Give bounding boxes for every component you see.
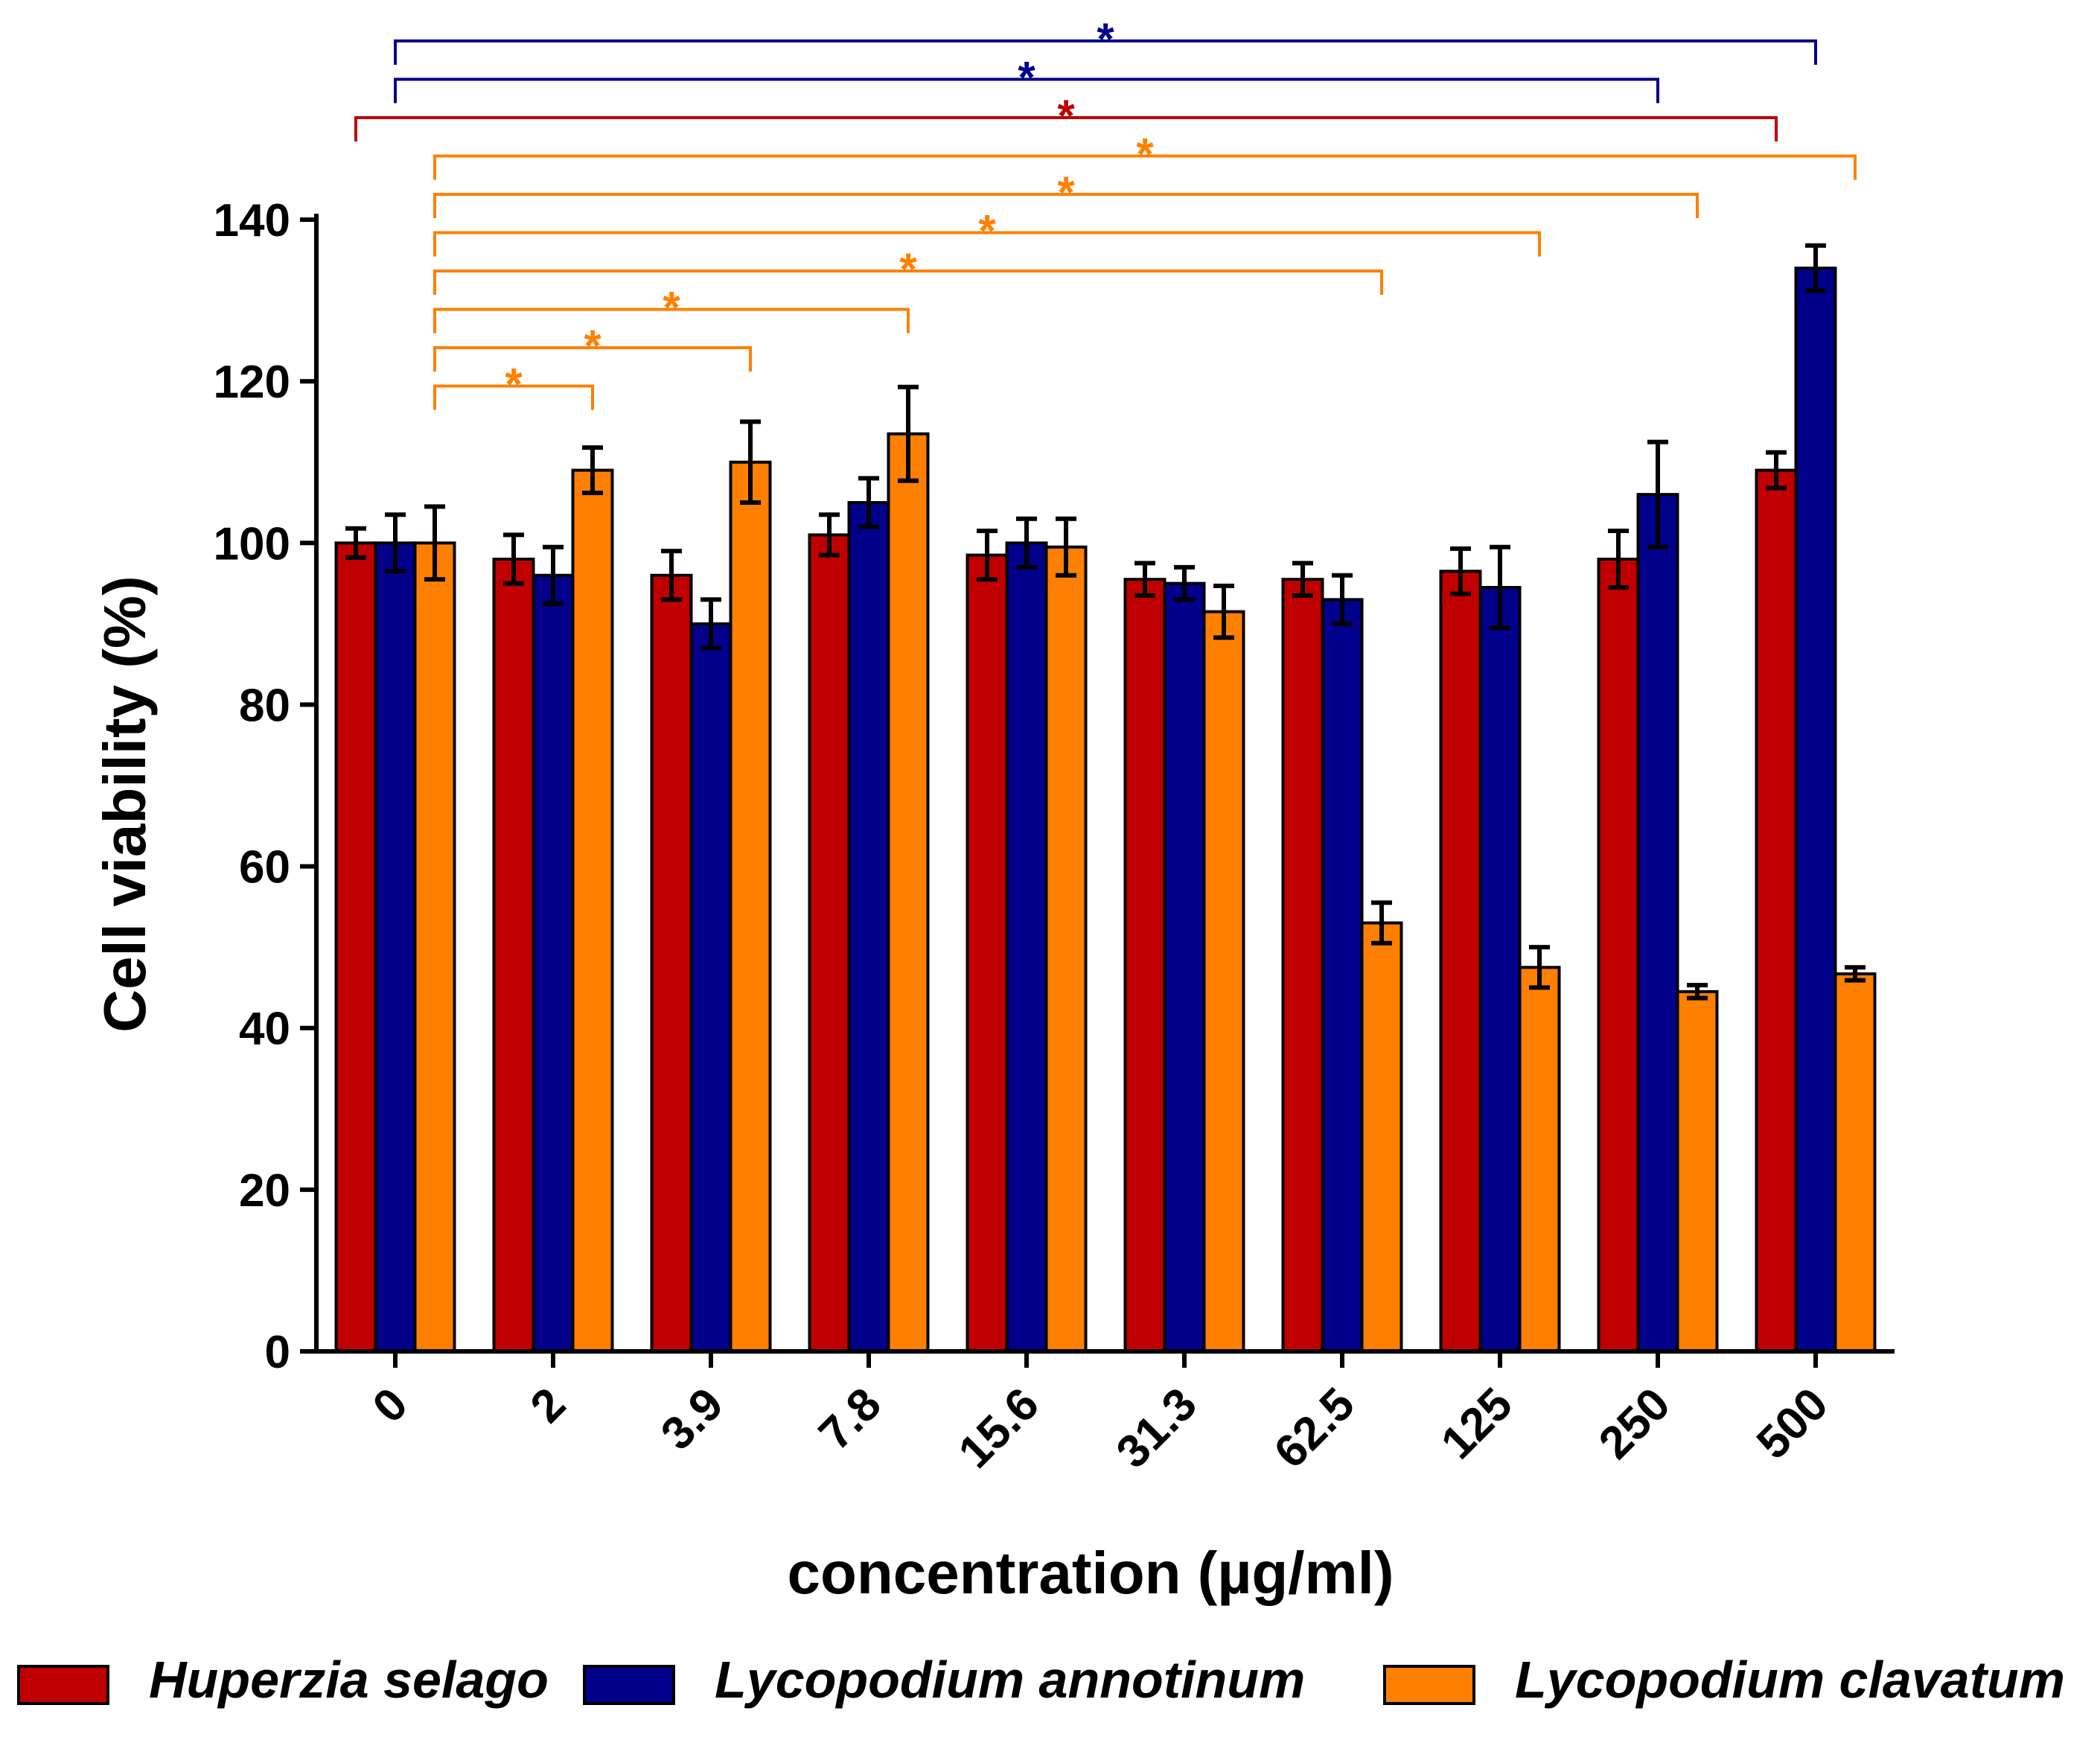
bar xyxy=(847,501,890,1353)
bar xyxy=(1755,468,1798,1353)
y-tick-label: 100 xyxy=(214,518,290,570)
y-tick-label: 120 xyxy=(214,357,290,408)
significance-bracket xyxy=(433,193,1699,218)
bar xyxy=(413,541,456,1353)
significance-star: * xyxy=(899,244,917,294)
significance-bracket xyxy=(394,39,1817,65)
significance-bracket xyxy=(433,231,1541,257)
bar xyxy=(1163,581,1206,1353)
bar xyxy=(1044,545,1088,1354)
bar xyxy=(887,432,930,1354)
significance-star: * xyxy=(1057,168,1075,217)
bar xyxy=(1202,610,1245,1353)
legend: Huperzia selago Lycopodium annotinum Lycop… xyxy=(17,1651,2065,1709)
legend-swatch xyxy=(583,1665,675,1705)
x-axis-title: concentration (µg/ml) xyxy=(788,1540,1394,1606)
significance-star: * xyxy=(663,283,680,333)
y-tick-label: 0 xyxy=(265,1327,290,1378)
bar xyxy=(1321,598,1364,1353)
bar xyxy=(1478,586,1522,1353)
significance-star: * xyxy=(1097,14,1114,64)
bar xyxy=(374,541,417,1353)
y-tick-label: 80 xyxy=(239,680,290,731)
y-tick-label: 140 xyxy=(214,195,290,246)
significance-bracket xyxy=(354,116,1778,141)
bar xyxy=(1518,966,1561,1354)
bar xyxy=(532,573,575,1354)
significance-star: * xyxy=(1136,130,1154,179)
x-tick-label: 500 xyxy=(1747,1378,1838,1469)
bar xyxy=(1833,972,1877,1353)
x-tick-label: 3.9 xyxy=(651,1378,733,1460)
y-tick-label: 60 xyxy=(239,842,290,893)
significance-bracket xyxy=(433,384,594,410)
significance-bracket xyxy=(433,270,1383,295)
x-tick-label: 31.3 xyxy=(1107,1378,1207,1478)
bar xyxy=(1281,578,1324,1354)
y-tick-label: 20 xyxy=(239,1165,290,1217)
bar xyxy=(1123,578,1167,1354)
x-tick-label: 62.5 xyxy=(1265,1378,1365,1478)
significance-brackets: * * * * * * * * * * xyxy=(354,14,1857,410)
legend-label: Huperzia selago xyxy=(149,1651,549,1709)
y-axis-title: Cell viability (%) xyxy=(92,576,158,1032)
bar xyxy=(1794,267,1837,1354)
significance-bracket xyxy=(433,346,752,372)
x-tick-label: 125 xyxy=(1432,1378,1522,1469)
legend-label: Lycopodium clavatum xyxy=(1515,1651,2065,1709)
significance-star: * xyxy=(584,321,601,371)
bar xyxy=(1360,921,1403,1353)
bar xyxy=(334,541,377,1353)
significance-bracket xyxy=(433,308,910,334)
bar xyxy=(689,622,733,1353)
significance-star: * xyxy=(978,206,996,256)
significance-bracket xyxy=(394,77,1659,103)
bar xyxy=(492,558,535,1353)
bar xyxy=(729,460,772,1354)
bars xyxy=(334,243,1877,1354)
bar xyxy=(571,468,614,1353)
bar xyxy=(966,553,1009,1353)
bar xyxy=(1676,990,1719,1354)
significance-star: * xyxy=(1057,91,1075,141)
significance-star: * xyxy=(505,360,523,410)
y-tick-label: 40 xyxy=(239,1004,290,1055)
bar xyxy=(650,573,693,1354)
bar xyxy=(1636,493,1679,1354)
bar xyxy=(808,533,851,1353)
x-tick-label: 0 xyxy=(363,1378,418,1433)
significance-bracket xyxy=(433,154,1857,180)
x-tick-label: 15.6 xyxy=(949,1378,1049,1478)
significance-star: * xyxy=(1018,53,1035,103)
x-tick-label: 2 xyxy=(521,1378,575,1433)
x-tick-label: 250 xyxy=(1589,1378,1680,1469)
bar xyxy=(1005,541,1048,1353)
bar xyxy=(1597,558,1640,1353)
legend-swatch xyxy=(1383,1665,1475,1705)
legend-label: Lycopodium annotinum xyxy=(715,1651,1305,1709)
bar xyxy=(1439,570,1482,1353)
legend-swatch xyxy=(17,1665,109,1705)
x-tick-label: 7.8 xyxy=(809,1378,891,1460)
